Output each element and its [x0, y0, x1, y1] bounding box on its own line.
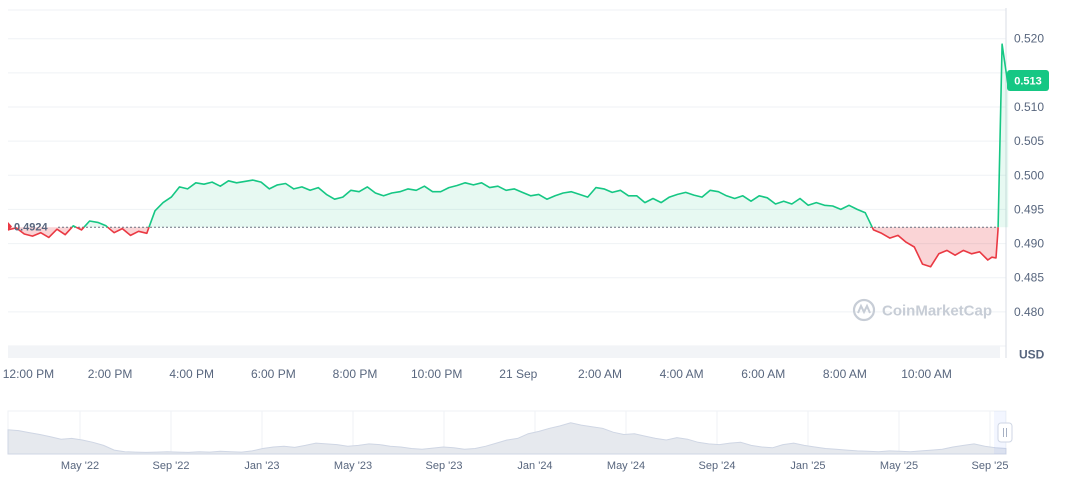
- navigator-label: May '24: [607, 460, 645, 472]
- navigator-label: Jan '24: [517, 460, 552, 472]
- volume-strip: [8, 346, 1000, 358]
- x-tick-label: 2:00 PM: [88, 367, 133, 381]
- y-tick-label: 0.500: [1014, 168, 1044, 182]
- area-segment-up: [84, 221, 108, 228]
- x-tick-label: 10:00 PM: [411, 367, 462, 381]
- x-tick-label: 12:00 PM: [3, 367, 54, 381]
- x-tick-label: 8:00 PM: [333, 367, 378, 381]
- coinmarketcap-watermark: CoinMarketCap: [852, 298, 992, 322]
- current-price-tag-bg: [1007, 70, 1049, 91]
- reference-value-label: 0.4924: [14, 222, 49, 234]
- x-tick-label: 4:00 PM: [169, 367, 214, 381]
- y-tick-label: 0.490: [1014, 237, 1044, 251]
- navigator-label: May '23: [334, 460, 372, 472]
- navigator-label: Jan '23: [244, 460, 279, 472]
- y-tick-label: 0.510: [1014, 100, 1044, 114]
- x-tick-label: 21 Sep: [499, 367, 537, 381]
- line-segment-up: [71, 225, 77, 228]
- price-line: [7, 43, 1009, 268]
- line-segment-down: [871, 226, 999, 268]
- coinmarketcap-logo-icon: [852, 298, 876, 322]
- range-navigator[interactable]: May '22 Sep '22 Jan '23 May '23 Sep '23 Jan '…: [7, 410, 1013, 472]
- area-segment-up: [998, 44, 1009, 228]
- navigator-label: Sep '22: [153, 460, 190, 472]
- navigator-label: Sep '24: [699, 460, 736, 472]
- x-axis-ticks: 12:00 PM 2:00 PM 4:00 PM 6:00 PM 8:00 PM 10:0…: [3, 367, 952, 381]
- current-price-label: 0.513: [1014, 76, 1042, 88]
- x-tick-label: 8:00 AM: [823, 367, 867, 381]
- current-price-tag: 0.513: [1007, 70, 1049, 91]
- area-segment-up: [149, 180, 873, 228]
- x-tick-label: 6:00 PM: [251, 367, 296, 381]
- reference-marker: 0.4924: [8, 222, 49, 234]
- reference-arrow-icon: [8, 222, 12, 231]
- y-tick-label: 0.495: [1014, 202, 1044, 216]
- navigator-labels: May '22 Sep '22 Jan '23 May '23 Sep '23 Jan '…: [61, 460, 1009, 472]
- navigator-handle-box[interactable]: [997, 422, 1013, 443]
- watermark-text: CoinMarketCap: [882, 303, 992, 320]
- navigator-label: May '22: [61, 460, 99, 472]
- x-tick-label: 2:00 AM: [578, 367, 622, 381]
- currency-label: USD: [1019, 348, 1045, 362]
- line-segment-down: [7, 226, 73, 239]
- line-segment-up: [997, 43, 1009, 228]
- x-tick-label: 10:00 AM: [901, 367, 952, 381]
- navigator-label: May '25: [880, 460, 918, 472]
- navigator-area: [7, 422, 1007, 455]
- line-segment-down: [75, 226, 85, 231]
- price-area: [8, 44, 1009, 267]
- x-tick-label: 4:00 AM: [660, 367, 704, 381]
- line-segment-down: [107, 226, 150, 237]
- y-tick-label: 0.505: [1014, 134, 1044, 148]
- line-segment-up: [83, 220, 109, 228]
- x-tick-label: 6:00 AM: [741, 367, 785, 381]
- navigator-handle[interactable]: [997, 422, 1013, 443]
- area-segment-down: [107, 227, 149, 236]
- y-tick-label: 0.480: [1014, 305, 1044, 319]
- navigator-label: Sep '23: [426, 460, 463, 472]
- area-segment-down: [872, 227, 999, 267]
- navigator-label: Jan '25: [790, 460, 825, 472]
- y-tick-label: 0.520: [1014, 32, 1044, 46]
- line-segment-up: [148, 179, 873, 228]
- navigator-label: Sep '25: [972, 460, 1009, 472]
- y-axis-ticks: 0.520 0.510 0.505 0.500 0.495 0.490 0.485 0.480: [1014, 32, 1044, 319]
- y-tick-label: 0.485: [1014, 271, 1044, 285]
